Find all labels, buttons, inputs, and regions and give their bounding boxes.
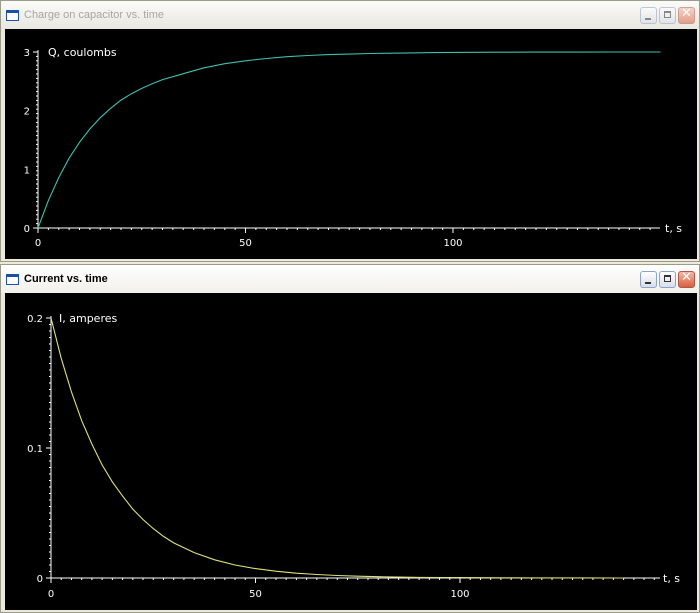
close-button[interactable]: ✕ [678, 269, 695, 288]
close-button[interactable]: ✕ [678, 5, 695, 24]
series-line [50, 317, 624, 579]
close-icon: ✕ [681, 5, 692, 21]
charge-window-title: Charge on capacitor vs. time [24, 9, 165, 21]
close-icon: ✕ [681, 269, 692, 285]
series-line [37, 51, 661, 229]
y-tick-label: 0 [37, 574, 43, 585]
x-axis-title: t, s [665, 222, 682, 235]
window-app-icon[interactable] [6, 273, 19, 285]
minimize-button[interactable] [640, 270, 657, 288]
x-tick-label: 50 [239, 238, 252, 249]
y-tick-label: 3 [24, 48, 30, 59]
x-axis-title: t, s [663, 572, 680, 585]
y-tick-label: 0.1 [27, 444, 43, 455]
current-window: Current vs. time ✕ 0 50 100 0 0.1 0.2 I, amper… [0, 264, 700, 613]
charge-chart: 0 50 100 0 1 2 3 Q, coulombs t, s [24, 46, 683, 249]
maximize-button[interactable] [659, 6, 676, 24]
current-plot-area: 0 50 100 0 0.1 0.2 I, amperes t, s [5, 293, 697, 610]
current-window-controls: ✕ [640, 269, 695, 288]
maximize-icon [664, 274, 671, 282]
y-tick-label: 0.2 [27, 314, 43, 325]
x-tick-label: 50 [249, 589, 262, 600]
x-tick-label: 0 [48, 589, 54, 600]
maximize-button[interactable] [659, 270, 676, 288]
maximize-icon [664, 10, 671, 18]
current-chart: 0 50 100 0 0.1 0.2 I, amperes t, s [27, 312, 680, 600]
minimize-icon [645, 281, 651, 284]
window-app-icon[interactable] [6, 9, 19, 21]
charge-window-titlebar[interactable]: Charge on capacitor vs. time ✕ [1, 1, 699, 29]
x-tick-label: 0 [35, 238, 41, 249]
y-tick-label: 0 [24, 224, 30, 235]
y-axis-title: I, amperes [59, 312, 117, 325]
x-tick-label: 100 [443, 238, 462, 249]
minimize-icon [645, 17, 651, 20]
current-window-title: Current vs. time [24, 273, 108, 285]
minimize-button[interactable] [640, 6, 657, 24]
x-tick-label: 100 [450, 589, 469, 600]
charge-window-controls: ✕ [640, 5, 695, 24]
y-axis-title: Q, coulombs [48, 46, 117, 59]
y-tick-label: 2 [24, 107, 30, 118]
current-window-titlebar[interactable]: Current vs. time ✕ [1, 265, 699, 293]
charge-plot-area: 0 50 100 0 1 2 3 Q, coulombs t, s [5, 29, 697, 259]
y-tick-label: 1 [24, 165, 30, 176]
charge-window: Charge on capacitor vs. time ✕ 0 50 100 0 1 2… [0, 0, 700, 262]
